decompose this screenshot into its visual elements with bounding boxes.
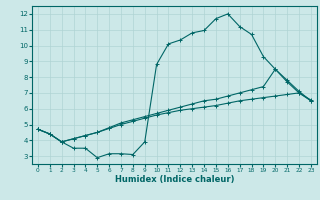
X-axis label: Humidex (Indice chaleur): Humidex (Indice chaleur)	[115, 175, 234, 184]
